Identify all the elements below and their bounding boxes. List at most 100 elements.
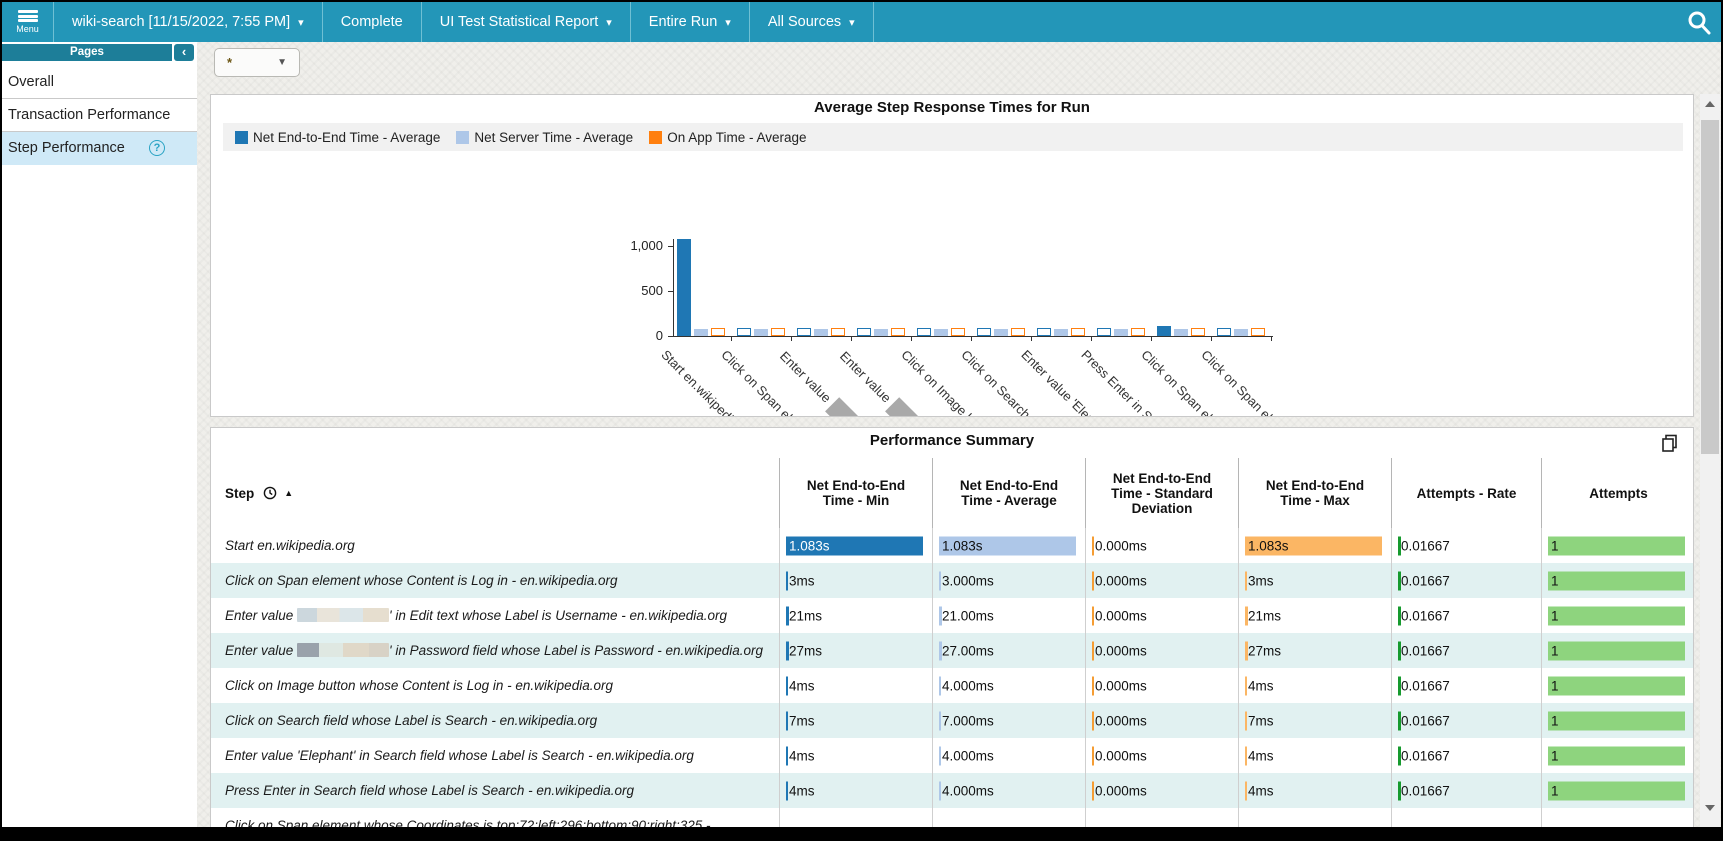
- cell-attempts: 1: [1541, 773, 1694, 808]
- cell-rate: 0.01667: [1391, 563, 1541, 598]
- cell-value: 1: [1551, 783, 1559, 798]
- cell-min: 4ms: [779, 773, 932, 808]
- column-header-3[interactable]: Net End-to-End Time - Standard Deviation: [1085, 458, 1238, 528]
- cell-value: 7ms: [1248, 713, 1274, 728]
- sidebar-item-label: Overall: [8, 74, 54, 90]
- menu-button[interactable]: Menu: [2, 2, 54, 42]
- value-bar-attempts: [1548, 641, 1685, 660]
- y-tick-label: 0: [603, 328, 663, 343]
- cell-value: 21ms: [1248, 608, 1281, 623]
- bar-chart: 1,0005000millisecondsStart en.wikipedia.…: [211, 151, 1694, 417]
- bar-net-e2e-avg: [1037, 328, 1051, 336]
- legend-entry[interactable]: Net Server Time - Average: [456, 130, 633, 145]
- topbar-item-label: All Sources: [768, 14, 841, 30]
- value-bar-std: [1092, 746, 1094, 765]
- table-row: Click on Span element whose Content is L…: [211, 563, 1694, 598]
- cell-value: 21ms: [789, 608, 822, 623]
- topbar-item-time-range-selector[interactable]: Entire Run▾: [631, 2, 750, 42]
- help-icon[interactable]: ?: [149, 140, 165, 156]
- cell-rate: 0.01667: [1391, 528, 1541, 563]
- value-bar-max: [1245, 711, 1247, 730]
- bar-on-app-avg: [1131, 328, 1145, 336]
- legend-swatch: [456, 131, 469, 144]
- bar-on-app-avg: [711, 328, 725, 336]
- bar-net-server-avg: [994, 329, 1008, 336]
- cell-value: 1: [1551, 713, 1559, 728]
- scroll-down-button[interactable]: [1700, 797, 1720, 817]
- search-button[interactable]: [1685, 9, 1713, 37]
- value-bar-min: [786, 746, 788, 765]
- value-bar-std: [1092, 711, 1094, 730]
- value-bar-attempts: [1548, 536, 1685, 555]
- sidebar-collapse-button[interactable]: ‹: [174, 44, 194, 61]
- window-bottom-border: [2, 827, 1723, 839]
- cell-min: 3ms: [779, 563, 932, 598]
- cell-value: 27ms: [1248, 643, 1281, 658]
- topbar-item-run-status[interactable]: Complete: [323, 2, 422, 42]
- step-filter-dropdown[interactable]: * ▼: [214, 48, 300, 77]
- topbar-item-report-type-selector[interactable]: UI Test Statistical Report▾: [422, 2, 631, 42]
- step-cell: Enter value ' in Edit text whose Label i…: [211, 598, 779, 633]
- cell-std: 0.000ms: [1085, 528, 1238, 563]
- chevron-down-icon: ▾: [298, 16, 304, 29]
- topbar-item-sources-selector[interactable]: All Sources▾: [750, 2, 874, 42]
- x-tick-mark: [1151, 337, 1152, 341]
- cell-min: 4ms: [779, 668, 932, 703]
- x-tick-mark: [791, 337, 792, 341]
- topbar-item-run-selector[interactable]: wiki-search [11/15/2022, 7:55 PM]▾: [54, 2, 323, 42]
- cell-value: 0.000ms: [1095, 713, 1147, 728]
- legend-entry[interactable]: Net End-to-End Time - Average: [235, 130, 440, 145]
- bar-net-server-avg: [1114, 329, 1128, 336]
- column-header-2[interactable]: Net End-to-End Time - Average: [932, 458, 1085, 528]
- cell-min: 4ms: [779, 738, 932, 773]
- cell-value: 0.01667: [1401, 783, 1450, 798]
- cell-min: 21ms: [779, 598, 932, 633]
- triangle-up-icon: [1705, 101, 1715, 107]
- cell-avg: 4.000ms: [932, 773, 1085, 808]
- column-header-1[interactable]: Net End-to-End Time - Min: [779, 458, 932, 528]
- sidebar-item-overall[interactable]: Overall: [2, 66, 197, 99]
- cell-value: 27.00ms: [942, 643, 994, 658]
- bar-net-e2e-avg: [1217, 328, 1231, 336]
- step-name: Click on Image button whose Content is L…: [211, 668, 779, 703]
- y-tick-label: 1,000: [603, 238, 663, 253]
- value-bar-attempts: [1548, 571, 1685, 590]
- scrollbar-thumb[interactable]: [1701, 120, 1719, 454]
- y-tick-label: 500: [603, 283, 663, 298]
- value-bar-attempts: [1548, 746, 1685, 765]
- cell-value: 0.01667: [1401, 538, 1450, 553]
- sidebar-item-step-performance[interactable]: Step Performance?: [2, 132, 197, 165]
- cell-rate: 0.01667: [1391, 633, 1541, 668]
- legend-label: Net Server Time - Average: [474, 130, 633, 145]
- bar-net-server-avg: [1174, 329, 1188, 336]
- sidebar-item-transaction-performance[interactable]: Transaction Performance: [2, 99, 197, 132]
- bar-on-app-avg: [1071, 328, 1085, 336]
- copy-table-button[interactable]: [1661, 434, 1679, 452]
- cell-value: 0.01667: [1401, 713, 1450, 728]
- cell-value: 0.000ms: [1095, 748, 1147, 763]
- vertical-scrollbar[interactable]: [1700, 94, 1720, 831]
- cell-max: 21ms: [1238, 598, 1391, 633]
- bar-net-e2e-avg: [977, 328, 991, 336]
- column-header-step[interactable]: Step▲: [211, 458, 779, 528]
- filter-value: *: [227, 55, 232, 70]
- cell-std: 0.000ms: [1085, 563, 1238, 598]
- cell-value: 1: [1551, 608, 1559, 623]
- topbar-item-label: UI Test Statistical Report: [440, 14, 599, 30]
- table-row: Enter value 'Elephant' in Search field w…: [211, 738, 1694, 773]
- cell-value: 0.000ms: [1095, 678, 1147, 693]
- column-header-4[interactable]: Net End-to-End Time - Max: [1238, 458, 1391, 528]
- step-cell: Click on Image button whose Content is L…: [211, 668, 779, 703]
- cell-value: 1.083s: [942, 538, 983, 553]
- value-bar-avg: [939, 711, 941, 730]
- step-name: Start en.wikipedia.org: [211, 528, 779, 563]
- cell-max: 1.083s: [1238, 528, 1391, 563]
- column-header-label: Net End-to-End Time - Standard Deviation: [1098, 471, 1226, 516]
- scroll-up-button[interactable]: [1700, 94, 1720, 114]
- legend-entry[interactable]: On App Time - Average: [649, 130, 806, 145]
- column-header-5[interactable]: Attempts - Rate: [1391, 458, 1541, 528]
- column-header-6[interactable]: Attempts: [1541, 458, 1694, 528]
- value-bar-attempts: [1548, 606, 1685, 625]
- bar-net-e2e-avg: [677, 239, 691, 336]
- cell-value: 0.000ms: [1095, 643, 1147, 658]
